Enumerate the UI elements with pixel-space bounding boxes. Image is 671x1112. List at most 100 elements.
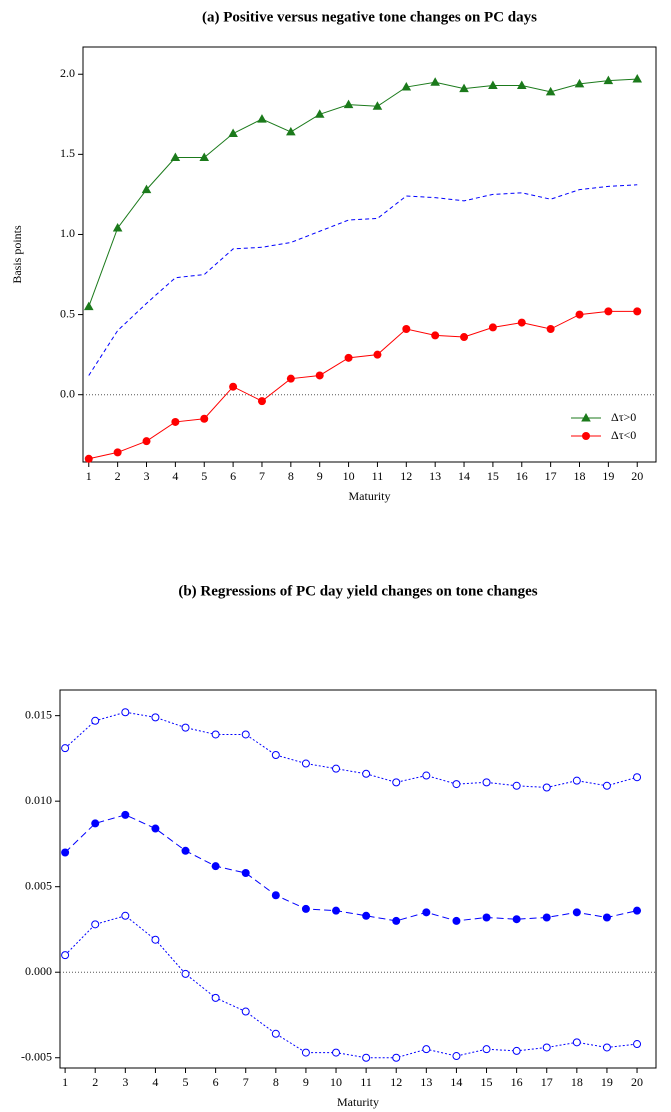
plot-frame — [82, 46, 657, 463]
x-tick-label: 5 — [201, 469, 207, 483]
marker — [211, 730, 220, 739]
marker — [574, 78, 585, 88]
marker — [632, 74, 643, 83]
marker — [602, 781, 611, 790]
x-axis-label: Maturity — [337, 1095, 379, 1109]
marker — [430, 77, 440, 86]
marker — [633, 1040, 642, 1049]
marker — [542, 783, 551, 792]
marker — [488, 80, 498, 89]
marker — [141, 184, 152, 194]
x-tick-label: 6 — [230, 469, 236, 483]
marker — [91, 819, 100, 828]
marker — [181, 723, 190, 732]
marker — [488, 323, 497, 332]
x-tick-label: 17 — [545, 469, 557, 483]
marker — [91, 920, 100, 929]
marker — [392, 916, 401, 925]
marker — [91, 716, 100, 725]
marker — [314, 109, 325, 118]
legend-label: Δτ>0 — [611, 410, 636, 424]
x-tick-label: 19 — [601, 1075, 613, 1089]
x-tick-label: 9 — [303, 1075, 309, 1089]
marker — [546, 325, 555, 334]
x-tick-label: 6 — [213, 1075, 219, 1089]
marker — [422, 908, 431, 917]
marker — [402, 325, 411, 334]
x-tick-label: 15 — [481, 1075, 493, 1089]
marker — [181, 846, 190, 855]
marker — [422, 771, 431, 780]
x-tick-label: 15 — [487, 469, 499, 483]
marker — [200, 414, 209, 423]
marker — [332, 764, 341, 773]
marker — [512, 915, 521, 924]
x-tick-label: 18 — [571, 1075, 583, 1089]
marker — [604, 307, 613, 316]
series-line — [64, 814, 638, 922]
marker — [372, 101, 383, 110]
marker — [315, 371, 324, 380]
marker — [545, 86, 556, 96]
marker — [452, 1052, 461, 1061]
marker — [482, 1045, 491, 1054]
marker — [633, 307, 642, 316]
x-tick-label: 12 — [390, 1075, 402, 1089]
marker — [271, 750, 280, 759]
x-tick-label: 7 — [259, 469, 265, 483]
x-tick-label: 16 — [516, 469, 528, 483]
marker — [602, 913, 611, 922]
x-tick-label: 16 — [511, 1075, 523, 1089]
marker — [633, 906, 642, 915]
marker — [211, 993, 220, 1002]
x-tick-label: 10 — [343, 469, 355, 483]
marker — [151, 824, 160, 833]
y-tick-label: 1.0 — [60, 226, 75, 240]
series-line — [88, 310, 638, 460]
series-line — [64, 711, 638, 788]
x-tick-label: 8 — [273, 1075, 279, 1089]
marker — [170, 152, 181, 162]
x-tick-label: 20 — [631, 1075, 643, 1089]
marker — [452, 916, 461, 925]
series-line — [88, 184, 638, 376]
chart-title: (a) Positive versus negative tone change… — [202, 9, 537, 25]
y-tick-label: 0.005 — [25, 878, 52, 892]
marker — [459, 83, 469, 93]
marker — [151, 713, 160, 722]
marker — [142, 437, 151, 446]
marker — [633, 773, 642, 782]
marker — [344, 353, 353, 362]
marker — [582, 432, 590, 440]
marker — [482, 913, 491, 922]
y-tick-label: 0.010 — [25, 793, 52, 807]
marker — [392, 778, 401, 787]
marker — [602, 1043, 611, 1052]
marker — [542, 1043, 551, 1052]
y-tick-label: 0.5 — [60, 306, 75, 320]
marker — [211, 862, 220, 871]
marker — [362, 769, 371, 778]
x-tick-label: 13 — [429, 469, 441, 483]
marker — [431, 331, 440, 340]
marker — [241, 730, 250, 739]
marker — [332, 1048, 341, 1057]
marker — [401, 82, 412, 91]
marker — [575, 310, 584, 319]
marker — [482, 778, 491, 787]
y-tick-label: 0.000 — [25, 964, 52, 978]
marker — [241, 1007, 250, 1016]
marker — [151, 935, 160, 944]
marker — [452, 780, 461, 789]
marker — [121, 911, 130, 920]
x-tick-label: 18 — [574, 469, 586, 483]
x-tick-label: 4 — [152, 1075, 158, 1089]
marker — [460, 333, 469, 342]
marker — [542, 913, 551, 922]
y-tick-label: 1.5 — [60, 146, 75, 160]
y-tick-label: 0.015 — [25, 707, 52, 721]
x-tick-label: 1 — [86, 469, 92, 483]
marker — [257, 114, 267, 123]
legend-label: Δτ<0 — [611, 428, 636, 442]
